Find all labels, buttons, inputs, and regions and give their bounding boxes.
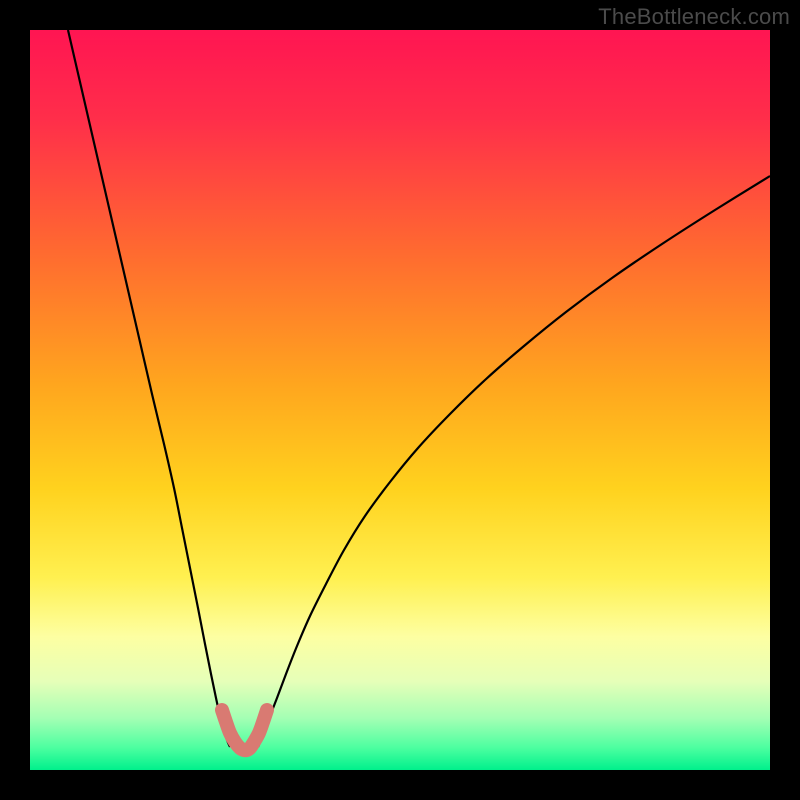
left-curve [68,30,230,747]
right-curve [258,176,770,747]
chart-container: TheBottleneck.com [0,0,800,800]
curve-layer [30,30,770,770]
u-shape-marker [222,710,267,750]
plot-area [30,30,770,770]
watermark-label: TheBottleneck.com [598,4,790,30]
